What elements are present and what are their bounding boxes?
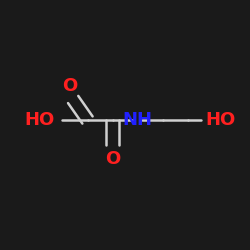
Text: HO: HO [25,111,55,129]
Text: HO: HO [205,111,235,129]
Text: O: O [105,150,120,168]
Text: O: O [62,77,78,95]
Text: NH: NH [122,111,152,129]
